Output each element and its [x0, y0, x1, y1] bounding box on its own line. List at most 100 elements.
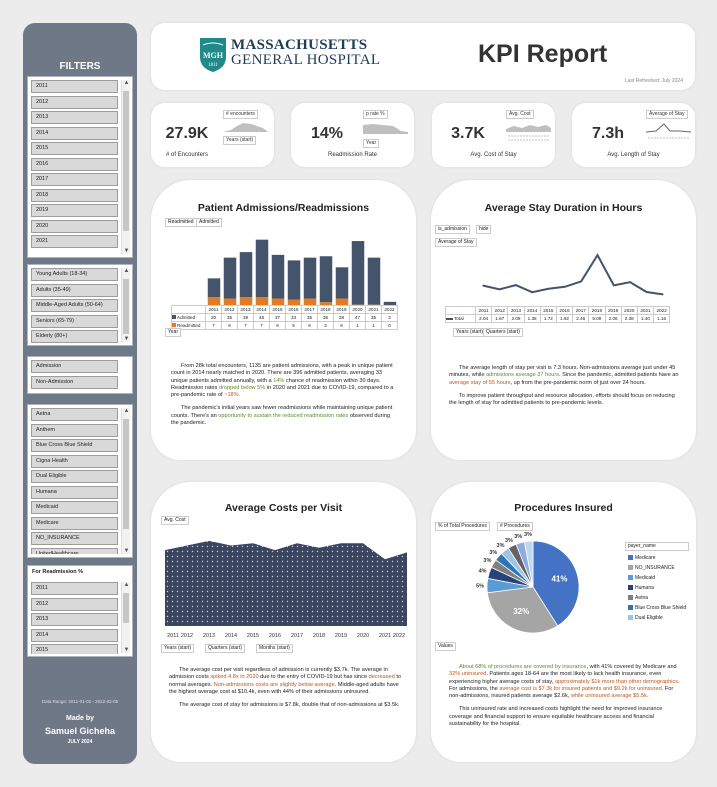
scroll-up-icon[interactable]: ▲ — [123, 408, 130, 414]
payer-slicer[interactable]: Aetna Anthem Blue Cross Blue Shield Cigna H… — [27, 404, 133, 558]
slicer-item[interactable]: Adults (35-49) — [31, 283, 118, 297]
slicer-item[interactable]: 2021 — [31, 235, 118, 248]
slicer-item[interactable]: 2017 — [31, 173, 118, 186]
slicer-item[interactable]: Humana — [31, 485, 118, 499]
slicer-item[interactable]: Seniors (65-79) — [31, 314, 118, 328]
slicer-item[interactable]: Anthem — [31, 423, 118, 437]
scroll-down-icon[interactable]: ▼ — [123, 248, 130, 254]
scroll-up-icon[interactable]: ▲ — [123, 582, 130, 588]
readmitted-bar[interactable] — [271, 298, 285, 306]
readmission-year-slicer[interactable]: For Readmission % 2011 2012 2013 2014 2015 ▲… — [27, 565, 133, 657]
readmitted-bar[interactable] — [223, 298, 237, 306]
stay-point[interactable] — [547, 288, 550, 290]
kpi-axis-tag[interactable]: Year — [363, 139, 380, 148]
legend-entry[interactable]: NO_INSURANCE — [628, 565, 675, 571]
stay-point[interactable] — [531, 291, 533, 293]
average-of-stay-tag[interactable]: Average of Stay — [435, 238, 477, 247]
stay-point[interactable] — [629, 281, 631, 283]
slicer-item[interactable]: Middle-Aged Adults (50-64) — [31, 299, 118, 312]
readmission-slicer-scrollbar[interactable]: ▲ ▼ — [121, 582, 130, 653]
scroll-up-icon[interactable]: ▲ — [123, 268, 130, 274]
slicer-item[interactable]: 2020 — [31, 219, 118, 233]
admitted-bar[interactable] — [239, 252, 253, 298]
readmitted-bar[interactable] — [239, 297, 253, 306]
scroll-down-icon[interactable]: ▼ — [123, 336, 130, 342]
readmitted-tag[interactable]: Readmitted — [165, 218, 197, 227]
scroll-up-icon[interactable]: ▲ — [123, 80, 130, 86]
slicer-item[interactable]: 2015 — [31, 644, 118, 654]
stay-point[interactable] — [564, 286, 566, 288]
payer-name-tag[interactable]: payer_name — [625, 542, 689, 551]
scroll-down-icon[interactable]: ▼ — [123, 548, 130, 554]
stay-point[interactable] — [645, 291, 648, 293]
age-group-slicer[interactable]: Young Adults (18-34) Adults (35-49) Middle… — [27, 264, 133, 346]
scroll-down-icon[interactable]: ▼ — [123, 647, 130, 653]
legend-entry[interactable]: Blue Cross Blue Shield — [628, 605, 686, 611]
kpi-field-tag[interactable]: p rate % — [363, 110, 388, 119]
slicer-item[interactable]: Blue Cross Blue Shield — [31, 439, 118, 452]
readmitted-bar[interactable] — [335, 298, 349, 306]
slicer-item[interactable]: Elderly (80+) — [31, 330, 118, 343]
slicer-item[interactable]: Dual Eligible — [31, 470, 118, 483]
slicer-item[interactable]: Cigna Health — [31, 454, 118, 468]
admitted-bar[interactable] — [383, 301, 397, 306]
slicer-item[interactable]: 2014 — [31, 126, 118, 140]
year-axis-tag[interactable]: Year — [165, 328, 182, 337]
slicer-item[interactable]: 2013 — [31, 613, 118, 626]
slicer-item[interactable]: Medicare — [31, 516, 118, 530]
readmitted-bar[interactable] — [207, 297, 221, 306]
legend-entry[interactable]: Dual Eligible — [628, 615, 663, 621]
avg-cost-tag[interactable]: Avg. Cost — [161, 516, 189, 525]
admission-type-slicer[interactable]: Admission Non-Admission — [27, 356, 133, 394]
months-start-tag[interactable]: Months (start) — [256, 644, 293, 653]
admitted-bar[interactable] — [335, 267, 349, 299]
readmitted-bar[interactable] — [319, 302, 333, 306]
slicer-item[interactable]: 2016 — [31, 157, 118, 171]
admitted-bar[interactable] — [367, 257, 381, 305]
admitted-bar[interactable] — [255, 239, 269, 298]
years-start-tag[interactable]: Years (start) — [161, 644, 195, 653]
pct-total-tag[interactable]: % of Total Procedures — [435, 522, 490, 531]
is-admission-tag[interactable]: is_admission — [435, 225, 470, 234]
readmitted-bar[interactable] — [255, 297, 269, 306]
quarters-start-tag[interactable]: Quarters (start) — [205, 644, 245, 653]
kpi-axis-tag[interactable]: Years (start) — [223, 136, 257, 145]
stay-point[interactable] — [613, 284, 615, 287]
age-slicer-scrollbar[interactable]: ▲ ▼ — [121, 268, 130, 342]
hide-tag[interactable]: hide — [476, 225, 492, 234]
admitted-bar[interactable] — [207, 278, 221, 298]
legend-entry[interactable]: Aetna — [628, 595, 648, 601]
readmitted-bar[interactable] — [287, 299, 301, 306]
legend-entry[interactable]: Medicare — [628, 555, 656, 561]
kpi-field-tag[interactable]: Avg. Cost — [506, 110, 534, 119]
admitted-bar[interactable] — [287, 260, 301, 300]
year-slicer[interactable]: 2011 2012 2013 2014 2015 2016 2017 2018 2019 2020… — [27, 76, 133, 258]
admitted-bar[interactable] — [223, 257, 237, 299]
kpi-field-tag[interactable]: # encounters — [223, 110, 258, 119]
stay-point[interactable] — [580, 280, 582, 283]
slicer-item[interactable]: UnitedHealthcare — [31, 547, 118, 554]
slicer-item[interactable]: Admission — [31, 360, 118, 373]
cost-area[interactable] — [165, 540, 407, 626]
slicer-item[interactable]: 2012 — [31, 597, 118, 611]
slicer-item[interactable]: 2011 — [31, 80, 118, 93]
kpi-field-tag[interactable]: Average of Stay — [646, 110, 688, 119]
pie-slice[interactable] — [486, 586, 559, 634]
stay-point[interactable] — [662, 293, 664, 296]
slicer-item[interactable]: NO_INSURANCE — [31, 532, 118, 545]
quarters-start-tag[interactable]: Quarters (start) — [483, 328, 523, 337]
admitted-bar[interactable] — [351, 241, 365, 305]
slicer-item[interactable]: 2019 — [31, 204, 118, 217]
slicer-item[interactable]: 2015 — [31, 142, 118, 155]
slicer-item[interactable]: Non-Admission — [31, 375, 118, 389]
stay-point[interactable] — [498, 288, 501, 291]
slicer-item[interactable]: 2011 — [31, 582, 118, 595]
slicer-item[interactable]: 2014 — [31, 628, 118, 642]
admitted-bar[interactable] — [271, 254, 285, 299]
stay-point[interactable] — [482, 284, 484, 287]
procedures-count-tag[interactable]: # Procedures — [497, 522, 533, 531]
stay-point[interactable] — [515, 284, 517, 286]
slicer-item[interactable]: Young Adults (18-34) — [31, 268, 118, 281]
slicer-item[interactable]: Aetna — [31, 408, 118, 421]
stay-point[interactable] — [596, 254, 599, 256]
